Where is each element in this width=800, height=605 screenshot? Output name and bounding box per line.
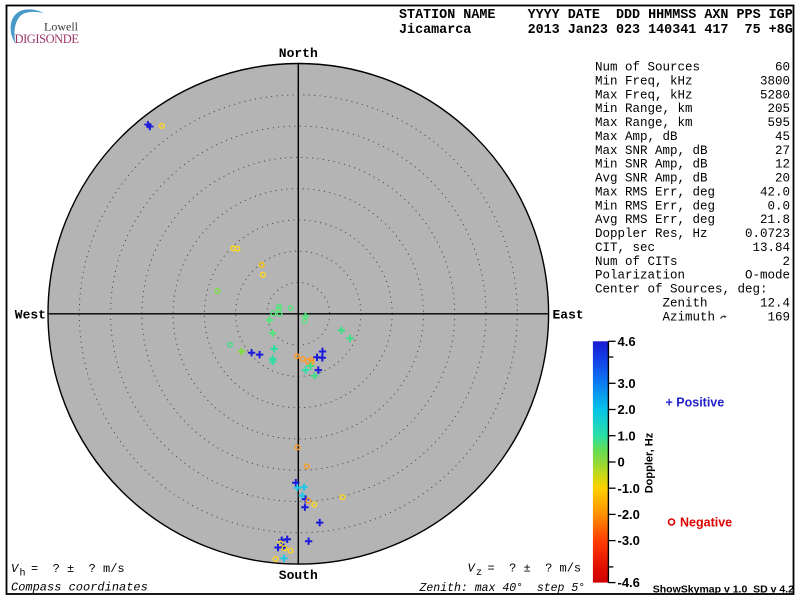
svg-text:20: 20: [775, 172, 790, 186]
svg-text:3.0: 3.0: [618, 376, 636, 391]
svg-text:1.0: 1.0: [618, 428, 636, 443]
svg-text:21.8: 21.8: [760, 213, 790, 227]
svg-text:3800: 3800: [760, 74, 790, 88]
svg-text:-2.0: -2.0: [618, 507, 640, 522]
svg-text:-1.0: -1.0: [618, 481, 640, 496]
svg-text:Compass coordinates: Compass coordinates: [11, 581, 148, 595]
svg-text:Center of Sources, deg:: Center of Sources, deg:: [595, 283, 768, 297]
svg-text:Polarization: Polarization: [595, 269, 685, 283]
svg-text:= ? ± ? m/s: = ? ± ? m/s: [31, 562, 125, 576]
svg-text:Max Amp, dB: Max Amp, dB: [595, 130, 678, 144]
svg-text:0.0: 0.0: [767, 199, 790, 213]
svg-text:169: 169: [767, 310, 790, 324]
svg-text:+ Positive: + Positive: [666, 396, 725, 410]
svg-text:North: North: [279, 46, 318, 61]
svg-text:27: 27: [775, 144, 790, 158]
svg-text:Zenith: max 40° step 5°: Zenith: max 40° step 5°: [419, 582, 586, 595]
svg-text:Max Freq, kHz: Max Freq, kHz: [595, 88, 693, 102]
svg-text:South: South: [279, 568, 318, 583]
svg-text:STATION NAME YYYY DATE DDD: STATION NAME YYYY DATE DDD HHMMSS AXN PP…: [399, 8, 793, 23]
svg-text:4.6: 4.6: [618, 334, 636, 349]
svg-text:60: 60: [775, 61, 790, 75]
svg-text:Max RMS Err, deg: Max RMS Err, deg: [595, 185, 715, 199]
svg-text:Avg SNR Amp, dB: Avg SNR Amp, dB: [595, 172, 708, 186]
svg-text:13.84: 13.84: [752, 241, 790, 255]
svg-text:5280: 5280: [760, 88, 790, 102]
svg-text:205: 205: [767, 102, 790, 116]
svg-text:Negative: Negative: [680, 516, 732, 530]
svg-text:Avg RMS Err, deg: Avg RMS Err, deg: [595, 213, 715, 227]
svg-text:Doppler, Hz: Doppler, Hz: [644, 432, 656, 493]
svg-text:V: V: [468, 562, 477, 576]
svg-text:ShowSkymap v 1.0 SD v 4.2: ShowSkymap v 1.0 SD v 4.2: [653, 584, 794, 596]
svg-text:Min SNR Amp, dB: Min SNR Amp, dB: [595, 158, 708, 172]
svg-text:Zenith: Zenith: [595, 297, 708, 311]
svg-text:Max Range, km: Max Range, km: [595, 116, 693, 130]
svg-text:CIT, sec: CIT, sec: [595, 241, 655, 255]
svg-text:Max SNR Amp, dB: Max SNR Amp, dB: [595, 144, 708, 158]
svg-text:z: z: [476, 568, 482, 579]
svg-text:Doppler Res, Hz: Doppler Res, Hz: [595, 227, 708, 241]
svg-text:Azimuth: Azimuth: [595, 310, 715, 324]
svg-text:2: 2: [782, 255, 790, 269]
svg-text:Jicamarca 2013 Jan23 023: Jicamarca 2013 Jan23 023 140341 417 75 +…: [399, 23, 793, 38]
svg-text:Num of Sources: Num of Sources: [595, 61, 700, 75]
svg-text:DIGISONDE: DIGISONDE: [15, 32, 80, 46]
svg-text:West: West: [15, 307, 46, 322]
svg-text:12.4: 12.4: [760, 297, 790, 311]
svg-text:Min Freq, kHz: Min Freq, kHz: [595, 74, 693, 88]
svg-text:-4.6: -4.6: [618, 575, 640, 590]
svg-text:h: h: [20, 568, 26, 580]
svg-text:595: 595: [767, 116, 790, 130]
svg-text:Min Range, km: Min Range, km: [595, 102, 693, 116]
svg-text:42.0: 42.0: [760, 185, 790, 199]
svg-text:= ? ± ? m/s: = ? ± ? m/s: [488, 562, 582, 576]
svg-text:0: 0: [618, 455, 625, 470]
svg-text:45: 45: [775, 130, 790, 144]
svg-text:Lowell: Lowell: [44, 20, 79, 34]
svg-text:East: East: [553, 307, 584, 322]
svg-text:12: 12: [775, 158, 790, 172]
svg-text:V: V: [11, 562, 20, 576]
svg-text:0.0723: 0.0723: [745, 227, 790, 241]
svg-text:-3.0: -3.0: [618, 533, 640, 548]
svg-text:Num of CITs: Num of CITs: [595, 255, 678, 269]
svg-text:O-mode: O-mode: [745, 269, 790, 283]
svg-text:2.0: 2.0: [618, 402, 636, 417]
svg-text:Min RMS Err, deg: Min RMS Err, deg: [595, 199, 715, 213]
